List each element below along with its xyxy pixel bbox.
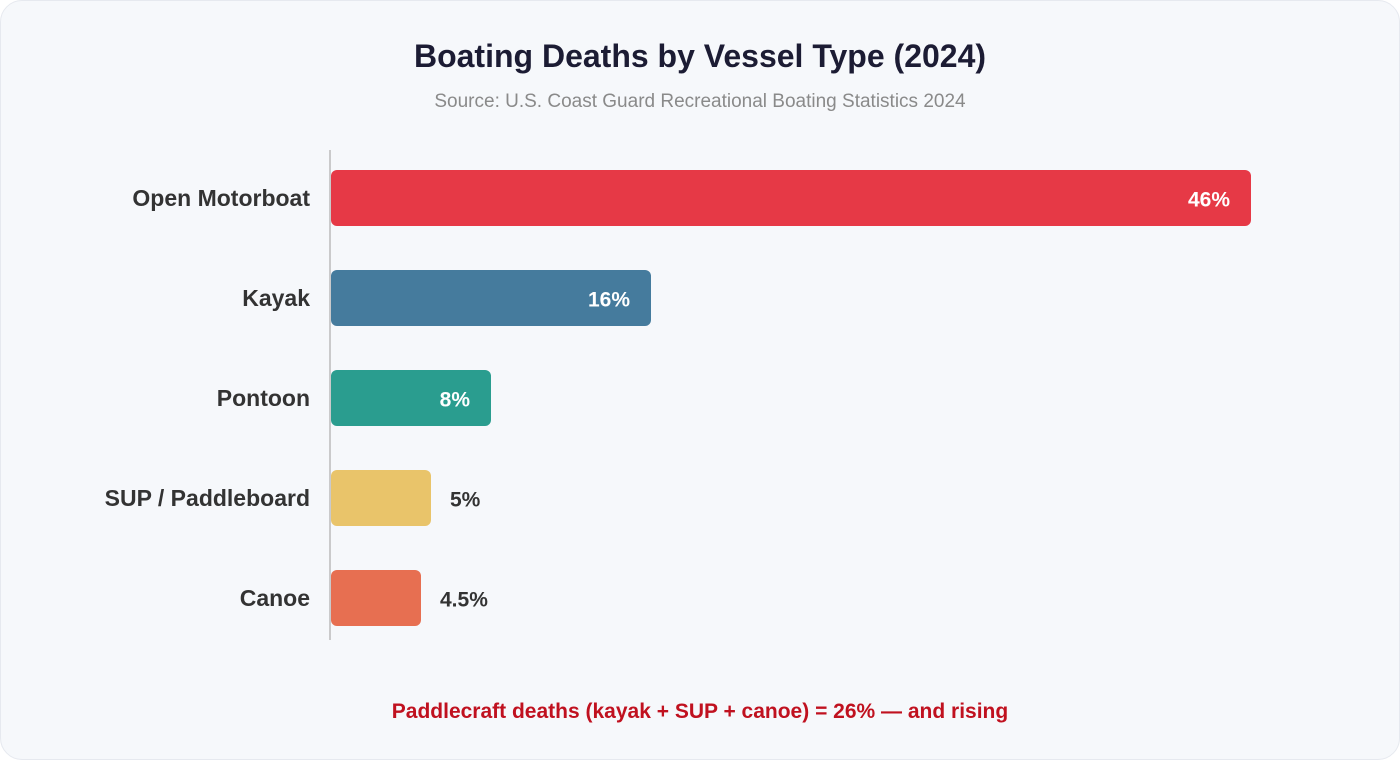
- chart-subtitle: Source: U.S. Coast Guard Recreational Bo…: [434, 91, 966, 112]
- value-label: 4.5%: [440, 589, 488, 612]
- value-label: 46%: [1188, 189, 1230, 212]
- bar: [331, 470, 431, 526]
- value-label: 16%: [588, 289, 630, 312]
- bar: [331, 570, 421, 626]
- category-label: SUP / Paddleboard: [105, 485, 310, 511]
- footnote: Paddlecraft deaths (kayak + SUP + canoe)…: [391, 700, 1009, 723]
- category-label: Kayak: [242, 285, 310, 311]
- bar: [331, 270, 651, 326]
- category-label: Canoe: [240, 585, 310, 611]
- value-label: 8%: [440, 389, 471, 412]
- value-label: 5%: [450, 489, 481, 512]
- bar: [331, 170, 1251, 226]
- bar: [331, 370, 491, 426]
- category-label: Open Motorboat: [132, 185, 310, 211]
- bars-group: Open Motorboat 46% Kayak 16% Pontoon 8% SUP / …: [105, 170, 1251, 626]
- category-label: Pontoon: [217, 385, 310, 411]
- chart-title: Boating Deaths by Vessel Type (2024): [413, 38, 987, 74]
